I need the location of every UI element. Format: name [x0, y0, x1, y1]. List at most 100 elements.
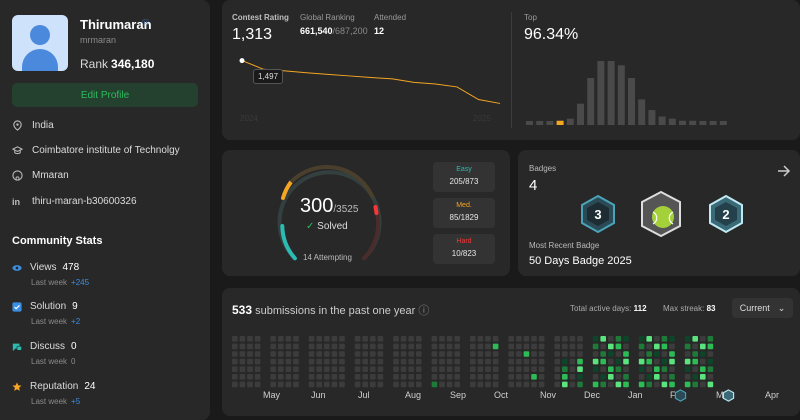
- heatmap-cell[interactable]: [470, 366, 476, 372]
- arrow-right-icon[interactable]: [776, 163, 792, 179]
- heatmap-cell[interactable]: [362, 381, 368, 388]
- distribution-bar[interactable]: [536, 121, 544, 125]
- heatmap-cell[interactable]: [308, 351, 315, 357]
- heatmap-cell[interactable]: [324, 358, 330, 365]
- heatmap-cell[interactable]: [707, 366, 714, 372]
- heatmap-cell[interactable]: [554, 366, 560, 372]
- heatmap-cell[interactable]: [654, 374, 660, 380]
- heatmap-cell[interactable]: [623, 358, 629, 365]
- heatmap-cell[interactable]: [431, 381, 438, 388]
- heatmap-cell[interactable]: [324, 374, 330, 380]
- heatmap-cell[interactable]: [516, 336, 522, 342]
- heatmap-cell[interactable]: [431, 343, 438, 350]
- heatmap-cell[interactable]: [654, 358, 660, 365]
- heatmap-cell[interactable]: [477, 343, 484, 350]
- heatmap-cell[interactable]: [254, 336, 261, 342]
- heatmap-cell[interactable]: [592, 358, 599, 365]
- heatmap-cell[interactable]: [516, 351, 522, 357]
- heatmap-cell[interactable]: [354, 343, 361, 350]
- heatmap-cell[interactable]: [638, 358, 645, 365]
- distribution-bar[interactable]: [566, 118, 574, 125]
- heatmap-cell[interactable]: [416, 366, 422, 372]
- heatmap-cell[interactable]: [562, 358, 568, 365]
- heatmap-cell[interactable]: [454, 366, 460, 372]
- heatmap-cell[interactable]: [400, 366, 407, 372]
- heatmap-cell[interactable]: [707, 381, 714, 388]
- heatmap-cell[interactable]: [707, 358, 714, 365]
- heatmap-cell[interactable]: [538, 366, 545, 372]
- heatmap-cell[interactable]: [654, 351, 660, 357]
- heatmap-cell[interactable]: [239, 351, 246, 357]
- heatmap-cell[interactable]: [485, 381, 491, 388]
- submission-heatmap[interactable]: [232, 326, 794, 388]
- heatmap-cell[interactable]: [700, 358, 706, 365]
- heatmap-cell[interactable]: [523, 358, 530, 365]
- heatmap-cell[interactable]: [523, 343, 530, 350]
- heatmap-cell[interactable]: [654, 381, 660, 388]
- heatmap-cell[interactable]: [254, 374, 261, 380]
- heatmap-cell[interactable]: [431, 336, 438, 342]
- heatmap-cell[interactable]: [508, 343, 514, 350]
- heatmap-cell[interactable]: [577, 343, 583, 350]
- heatmap-cell[interactable]: [324, 381, 330, 388]
- heatmap-cell[interactable]: [285, 358, 292, 365]
- heatmap-cell[interactable]: [278, 366, 284, 372]
- heatmap-cell[interactable]: [608, 374, 614, 380]
- heatmap-cell[interactable]: [538, 374, 545, 380]
- heatmap-cell[interactable]: [339, 336, 345, 342]
- heatmap-cell[interactable]: [308, 358, 315, 365]
- heatmap-cell[interactable]: [331, 374, 338, 380]
- heatmap-cell[interactable]: [615, 374, 622, 380]
- heatmap-cell[interactable]: [684, 336, 691, 342]
- heatmap-cell[interactable]: [492, 358, 499, 365]
- heatmap-cell[interactable]: [700, 343, 706, 350]
- heatmap-cell[interactable]: [615, 336, 622, 342]
- heatmap-cell[interactable]: [531, 343, 537, 350]
- heatmap-cell[interactable]: [377, 374, 384, 380]
- heatmap-cell[interactable]: [492, 374, 499, 380]
- distribution-bar[interactable]: [648, 110, 656, 125]
- heatmap-cell[interactable]: [439, 351, 445, 357]
- heatmap-cell[interactable]: [446, 343, 453, 350]
- heatmap-cell[interactable]: [446, 366, 453, 372]
- heatmap-cell[interactable]: [331, 343, 338, 350]
- heatmap-cell[interactable]: [669, 351, 675, 357]
- heatmap-cell[interactable]: [308, 343, 315, 350]
- heatmap-cell[interactable]: [278, 358, 284, 365]
- heatmap-cell[interactable]: [692, 358, 698, 365]
- heatmap-cell[interactable]: [492, 336, 499, 342]
- heatmap-cell[interactable]: [331, 358, 338, 365]
- heatmap-cell[interactable]: [316, 336, 322, 342]
- heatmap-cell[interactable]: [308, 366, 315, 372]
- heatmap-cell[interactable]: [654, 343, 660, 350]
- heatmap-cell[interactable]: [646, 358, 652, 365]
- heatmap-cell[interactable]: [615, 381, 622, 388]
- heatmap-cell[interactable]: [331, 366, 338, 372]
- heatmap-cell[interactable]: [569, 366, 576, 372]
- heatmap-cell[interactable]: [623, 366, 629, 372]
- heatmap-cell[interactable]: [623, 343, 629, 350]
- heatmap-cell[interactable]: [592, 343, 599, 350]
- heatmap-cell[interactable]: [592, 366, 599, 372]
- heatmap-cell[interactable]: [508, 358, 514, 365]
- distribution-bar[interactable]: [617, 65, 625, 125]
- heatmap-cell[interactable]: [370, 358, 376, 365]
- heatmap-cell[interactable]: [416, 343, 422, 350]
- info-linkedin[interactable]: in thiru-maran-b30600326: [12, 196, 137, 207]
- heatmap-cell[interactable]: [646, 374, 652, 380]
- heatmap-cell[interactable]: [308, 381, 315, 388]
- heatmap-cell[interactable]: [577, 366, 583, 372]
- heatmap-cell[interactable]: [324, 336, 330, 342]
- heatmap-cell[interactable]: [316, 351, 322, 357]
- heatmap-cell[interactable]: [608, 358, 614, 365]
- heatmap-cell[interactable]: [293, 358, 299, 365]
- heatmap-cell[interactable]: [554, 381, 560, 388]
- heatmap-cell[interactable]: [692, 374, 698, 380]
- heatmap-cell[interactable]: [508, 351, 514, 357]
- heatmap-cell[interactable]: [600, 381, 606, 388]
- heatmap-cell[interactable]: [232, 366, 238, 372]
- heatmap-cell[interactable]: [454, 374, 460, 380]
- heatmap-cell[interactable]: [516, 358, 522, 365]
- heatmap-cell[interactable]: [339, 343, 345, 350]
- heatmap-cell[interactable]: [232, 336, 238, 342]
